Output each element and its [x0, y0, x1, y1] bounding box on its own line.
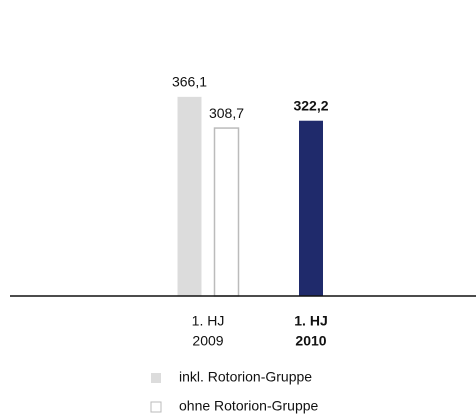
legend-label: inkl. Rotorion-Gruppe	[179, 369, 312, 385]
bar	[213, 127, 240, 297]
bar	[299, 120, 323, 296]
x-tick-label: 2009	[192, 333, 223, 349]
value-label: 308,7	[209, 105, 244, 121]
value-label: 322,2	[293, 97, 328, 113]
x-tick-label: 2010	[295, 333, 326, 349]
legend-label: ohne Rotorion-Gruppe	[179, 398, 319, 414]
value-label: 366,1	[172, 74, 207, 90]
bar	[177, 96, 202, 296]
x-tick-label: 1. HJ	[294, 313, 327, 329]
legend-swatch	[150, 401, 162, 413]
legend-swatch	[151, 373, 161, 383]
x-tick-label: 1. HJ	[192, 313, 225, 329]
